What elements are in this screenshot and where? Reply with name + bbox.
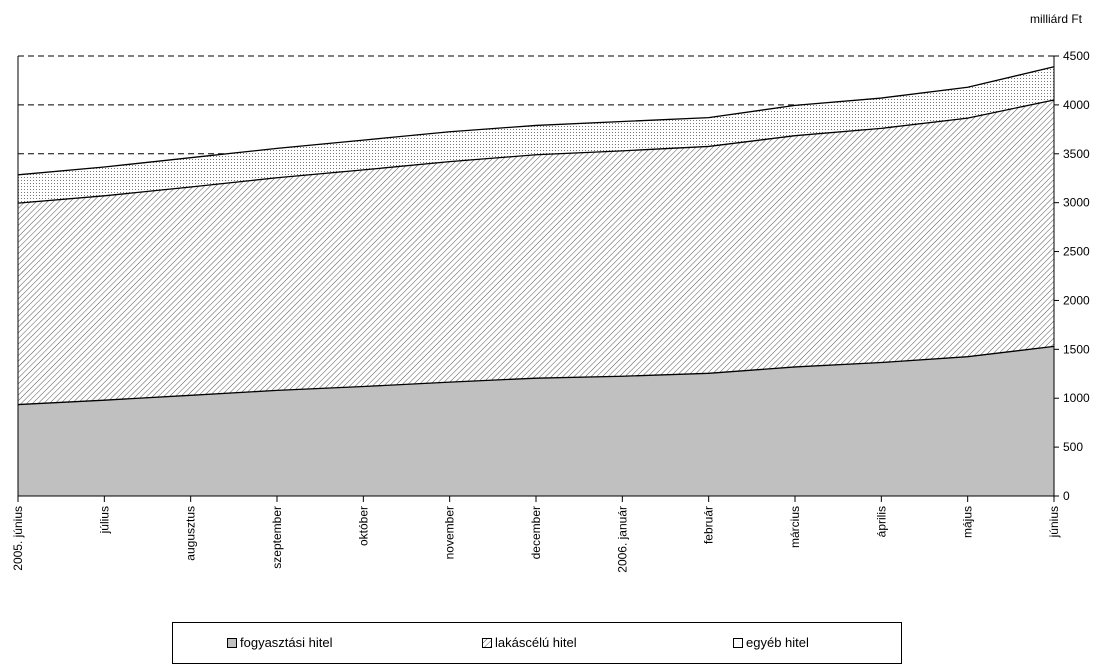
x-tick-label: március xyxy=(788,506,802,548)
y-tick-label: 2500 xyxy=(1063,245,1090,259)
y-tick-label: 1000 xyxy=(1063,391,1090,405)
x-tick-label: május xyxy=(961,506,975,538)
y-tick-label: 2000 xyxy=(1063,293,1090,307)
x-tick-label: november xyxy=(443,506,457,559)
legend-label-fogyasztasi: fogyasztási hitel xyxy=(240,635,333,650)
x-tick-label: december xyxy=(529,506,543,559)
y-tick-label: 3500 xyxy=(1063,147,1090,161)
legend-item-egyeb: egyéb hitel xyxy=(733,635,809,650)
area-egyeb-hitel xyxy=(18,66,1054,204)
x-tick-labels: 2005. június július augusztus szeptember okt… xyxy=(11,496,1061,573)
x-tick-label: augusztus xyxy=(184,506,198,561)
area-lakascelu-hitel-line xyxy=(17,99,1055,204)
x-tick-label: április xyxy=(874,506,888,537)
y-tick-label: 4000 xyxy=(1063,98,1090,112)
area-lakascelu-hitel xyxy=(18,100,1054,405)
x-tick-label: 2006. január xyxy=(615,506,629,573)
x-tick-label: február xyxy=(702,506,716,544)
legend-swatch-egyeb xyxy=(733,637,743,648)
series-lines xyxy=(17,66,1055,406)
x-tick-label: szeptember xyxy=(270,506,284,569)
legend-item-fogyasztasi: fogyasztási hitel xyxy=(227,635,333,650)
legend: fogyasztási hitel lakáscélú hitel egyéb … xyxy=(172,622,902,664)
y-tick-label: 0 xyxy=(1063,489,1070,503)
legend-swatch-lakascelu xyxy=(482,637,492,648)
y-tick-label: 1500 xyxy=(1063,342,1090,356)
y-tick-label: 500 xyxy=(1063,440,1083,454)
legend-swatch-fogyasztasi xyxy=(227,637,237,648)
area-egyeb-hitel-line xyxy=(17,66,1055,176)
x-tick-label: 2005. június xyxy=(11,506,25,571)
chart-plot: 0 500 1000 1500 2000 2500 3000 3500 4000 4500 200… xyxy=(11,49,1090,573)
area-fogyasztasi-hitel-line xyxy=(17,345,1055,406)
y-tick-label: 4500 xyxy=(1063,49,1090,63)
area-series xyxy=(18,66,1054,496)
legend-label-egyeb: egyéb hitel xyxy=(746,635,809,650)
area-fogyasztasi-hitel xyxy=(18,346,1054,496)
y-tick-label: 3000 xyxy=(1063,196,1090,210)
legend-label-lakascelu: lakáscélú hitel xyxy=(495,635,577,650)
legend-item-lakascelu: lakáscélú hitel xyxy=(482,635,577,650)
x-tick-label: június xyxy=(1047,506,1061,538)
x-tick-label: július xyxy=(97,506,111,534)
y-tick-labels: 0 500 1000 1500 2000 2500 3000 3500 4000 4500 xyxy=(1054,49,1090,503)
y-axis-unit-label: milliárd Ft xyxy=(1030,12,1083,26)
x-tick-label: október xyxy=(356,506,370,546)
